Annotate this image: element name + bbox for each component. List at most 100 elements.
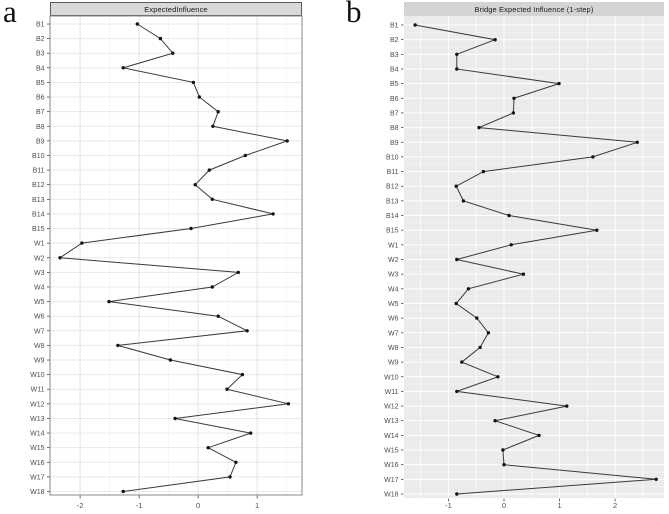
y-axis-label: B8 (36, 124, 45, 131)
data-point-W15 (501, 448, 505, 452)
data-point-B13 (461, 199, 466, 203)
y-axis-label: W9 (388, 360, 399, 367)
x-axis-label: 0 (502, 501, 506, 510)
y-axis-label: W2 (34, 255, 45, 262)
x-axis-label: 2 (613, 501, 617, 510)
y-axis-label: B5 (36, 80, 45, 87)
x-axis-label: 1 (255, 501, 259, 510)
y-axis-label: B4 (390, 66, 399, 73)
data-point-B10 (243, 153, 247, 158)
y-axis-label: B6 (36, 95, 45, 102)
y-gridlines (50, 23, 302, 492)
panel-b-title-strip: Bridge Expected Influence (1-step) (404, 2, 664, 16)
data-point-W17 (228, 475, 232, 479)
data-point-B1 (135, 22, 139, 26)
y-axis-label: B11 (33, 168, 45, 175)
data-point-W5 (107, 299, 111, 304)
y-axis-label: W8 (34, 343, 45, 350)
data-point-W9 (460, 360, 464, 364)
data-point-B5 (557, 81, 561, 86)
y-axis-label: W8 (388, 345, 399, 352)
y-axis-label: W18 (384, 492, 399, 499)
data-point-W2 (455, 257, 459, 262)
y-axis-label: W13 (384, 418, 399, 425)
data-point-W12 (565, 404, 569, 408)
data-point-B4 (455, 67, 459, 71)
y-axis-label: W15 (30, 445, 45, 452)
data-point-W4 (210, 285, 214, 289)
y-axis-label: B3 (36, 51, 45, 58)
y-axis-label: W1 (388, 242, 399, 249)
data-point-W2 (58, 256, 62, 260)
y-axis-label: B8 (390, 125, 399, 132)
data-point-B14 (271, 212, 275, 216)
x-axis: -2 -1 0 1 (77, 495, 259, 510)
data-point-B4 (121, 66, 125, 70)
y-axis-label: W16 (384, 462, 399, 469)
data-point-W13 (493, 419, 497, 423)
data-point-B9 (635, 140, 639, 144)
x-axis-label: -1 (136, 501, 143, 510)
y-axis-label: W10 (384, 374, 399, 381)
data-point-W4 (466, 287, 471, 291)
y-axis-label: B15 (386, 228, 399, 235)
y-axis-label: W12 (30, 401, 45, 408)
y-axis-label: B1 (390, 23, 399, 30)
y-axis-label: B6 (390, 96, 399, 103)
y-axis-label: W6 (34, 314, 45, 321)
y-axis-label: W14 (384, 433, 399, 440)
data-points (413, 23, 658, 496)
data-point-W16 (502, 463, 506, 467)
data-point-W6 (475, 316, 479, 320)
data-point-W7 (486, 331, 491, 335)
x-gridlines-major (447, 16, 616, 498)
y-axis-label: B1 (36, 22, 45, 29)
data-point-B1 (413, 23, 417, 27)
data-point-W3 (236, 270, 240, 275)
y-axis-label: W9 (34, 358, 45, 365)
y-axis-label: B5 (390, 81, 399, 88)
x-axis-label: -1 (445, 501, 452, 510)
data-point-W1 (509, 243, 513, 247)
panel-b-title: Bridge Expected Influence (1-step) (474, 4, 594, 14)
chart-a: B1 B2 B3 B4 B5 B6 B7 B8 B9 B10 B11 B12 B13 B14 B15 W1 W2… (30, 15, 303, 510)
y-axis-label: W15 (384, 448, 399, 455)
data-point-W11 (455, 389, 459, 394)
data-point-W16 (234, 460, 238, 464)
y-axis-label: W4 (388, 286, 399, 293)
data-point-B3 (455, 52, 459, 56)
y-axis-label: W16 (30, 460, 45, 467)
data-point-W12 (286, 402, 291, 406)
data-point-B15 (189, 226, 193, 231)
plot-background (50, 16, 302, 495)
panel-letter-b: b (346, 0, 362, 29)
y-axis-label: W2 (388, 257, 399, 264)
y-axis-label: W14 (30, 431, 45, 438)
y-axis-label: B4 (36, 65, 45, 72)
x-axis-label: 0 (196, 501, 200, 510)
y-axis-label: B13 (32, 197, 45, 204)
panel-a-title: ExpectedInfluence (144, 4, 208, 14)
y-axis-label: W3 (388, 272, 399, 279)
y-axis-label: B9 (36, 138, 45, 145)
y-axis-label: B3 (390, 52, 399, 59)
data-point-W14 (249, 431, 253, 435)
data-point-W11 (225, 387, 229, 391)
data-point-B6 (512, 96, 516, 101)
data-point-W7 (245, 329, 249, 333)
y-axis-label: B7 (36, 109, 45, 116)
y-axis-label: W18 (30, 489, 45, 496)
y-axis-label: B2 (36, 36, 45, 43)
y-gridlines (404, 24, 664, 495)
y-axis-label: W7 (388, 330, 399, 337)
data-points (58, 22, 291, 494)
x-axis-label: 1 (557, 501, 561, 510)
data-point-W3 (521, 272, 526, 276)
x-gridlines-minor (420, 16, 644, 498)
chart-b: B1 B2 B3 B4 B5 B6 B7 B8 B9 B10 B11 B12 B13 B14 B15 W1 W2… (384, 16, 664, 510)
y-axis-label: W11 (385, 389, 399, 396)
data-point-W5 (454, 301, 458, 306)
y-axis-label: B14 (32, 211, 45, 218)
data-point-W17 (654, 477, 658, 481)
data-point-B11 (207, 168, 211, 172)
